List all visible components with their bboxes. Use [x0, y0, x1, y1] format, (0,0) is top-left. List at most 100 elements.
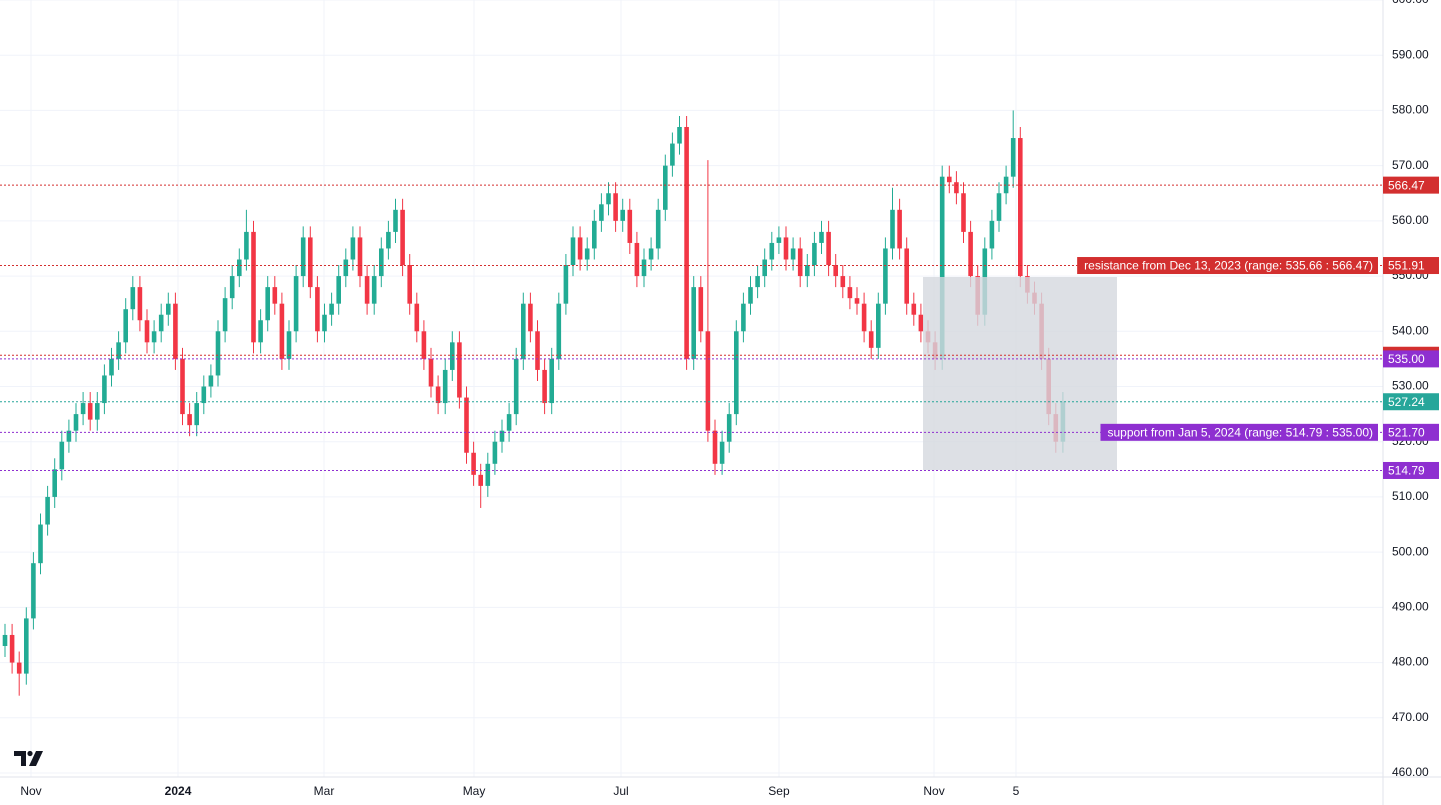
candle-body — [485, 463, 491, 486]
candle-body — [300, 237, 306, 277]
candle-body — [719, 441, 725, 464]
candle-body — [847, 287, 853, 299]
candle-body — [442, 369, 448, 404]
candle-body — [897, 209, 902, 249]
candle-body — [435, 386, 441, 404]
candle-body — [613, 193, 618, 221]
candle-body — [712, 430, 718, 464]
candle-body — [166, 303, 171, 315]
candle-body — [272, 287, 278, 304]
candle-body — [854, 298, 860, 304]
candle-body — [393, 209, 398, 232]
candle-body — [734, 331, 739, 415]
level-note-bg — [1100, 423, 1378, 441]
candle-body — [819, 231, 824, 243]
x-tick-label: Nov — [20, 784, 41, 798]
price-label: 521.70 — [1388, 425, 1425, 439]
price-label-bg — [1383, 257, 1439, 275]
candle-body — [776, 237, 782, 243]
candle-body — [208, 375, 214, 387]
candle-body — [336, 276, 341, 304]
candle-body — [123, 309, 128, 343]
candle-body — [705, 331, 711, 431]
candle-body — [265, 287, 270, 321]
candle-body — [812, 242, 817, 266]
candle-body — [691, 287, 696, 359]
candle-body — [52, 469, 57, 497]
candle-body — [954, 182, 959, 194]
candle-body — [535, 331, 540, 370]
candle-body — [180, 358, 185, 415]
candle-body — [428, 358, 434, 387]
candle-body — [251, 231, 256, 343]
candle-body — [279, 303, 285, 359]
candle-body — [322, 314, 327, 332]
x-tick-label: Jul — [613, 784, 628, 798]
candle-body — [222, 298, 228, 332]
candle-body — [961, 193, 966, 232]
candle-body — [655, 209, 661, 249]
levels: resistance from Dec 13, 2023 (range: 535… — [0, 184, 1383, 471]
candle-body — [556, 303, 562, 359]
candle-body — [350, 237, 356, 260]
candle-body — [109, 358, 114, 376]
candle-body — [542, 369, 547, 404]
candle-body — [407, 265, 412, 304]
candle-body — [80, 403, 86, 415]
y-tick-label: 470.00 — [1392, 710, 1429, 724]
candle-body — [9, 634, 15, 663]
logo-part — [14, 751, 26, 766]
price-label-bg — [1383, 461, 1439, 479]
candle-body — [59, 441, 65, 470]
candle-body — [2, 634, 8, 647]
candle-body — [726, 414, 732, 442]
candle-body — [549, 358, 554, 404]
candle-body — [861, 303, 867, 332]
candle-body — [478, 474, 483, 486]
candle-body — [876, 303, 881, 348]
candle-body — [450, 342, 455, 370]
candle-body — [414, 303, 420, 332]
candle-body — [215, 331, 221, 376]
candle-body — [528, 303, 533, 332]
candle-body — [513, 358, 519, 415]
price-label: 527.24 — [1388, 395, 1425, 409]
candle-body — [187, 414, 192, 426]
y-tick-label: 590.00 — [1392, 47, 1429, 61]
candle-body — [400, 209, 405, 266]
image-overlay — [923, 277, 1117, 470]
candle-body — [947, 176, 952, 183]
candle-body — [379, 248, 384, 277]
candle-body — [741, 303, 746, 332]
candle-body — [464, 397, 469, 453]
candle-body — [116, 342, 121, 359]
y-tick-label: 510.00 — [1392, 489, 1429, 503]
candle-body — [641, 259, 647, 277]
candle-body — [386, 231, 391, 249]
candle-body — [144, 320, 150, 343]
candle-body — [698, 287, 704, 332]
level-note: resistance from Dec 13, 2023 (range: 535… — [1084, 259, 1373, 273]
candle-body — [805, 265, 810, 277]
candle-body — [158, 314, 164, 332]
candle-body — [421, 331, 427, 359]
x-tick-label: 5 — [1013, 784, 1020, 798]
candle-body — [130, 287, 136, 310]
candle-body — [996, 193, 1002, 221]
candle-body — [769, 242, 775, 260]
candle-body — [24, 618, 29, 674]
candle-body — [904, 248, 909, 304]
y-tick-label: 540.00 — [1392, 323, 1429, 337]
candle-body — [229, 276, 235, 299]
candle-body — [66, 430, 72, 442]
candle-body — [599, 204, 604, 221]
candle-body — [471, 452, 476, 475]
logo — [14, 750, 43, 766]
candle-body — [371, 276, 377, 304]
candle-body — [315, 287, 320, 332]
candle-body — [840, 276, 846, 288]
candle-body — [883, 248, 888, 304]
price-label: 551.91 — [1388, 259, 1425, 273]
candle-body — [748, 287, 753, 304]
candle-body — [911, 303, 917, 315]
